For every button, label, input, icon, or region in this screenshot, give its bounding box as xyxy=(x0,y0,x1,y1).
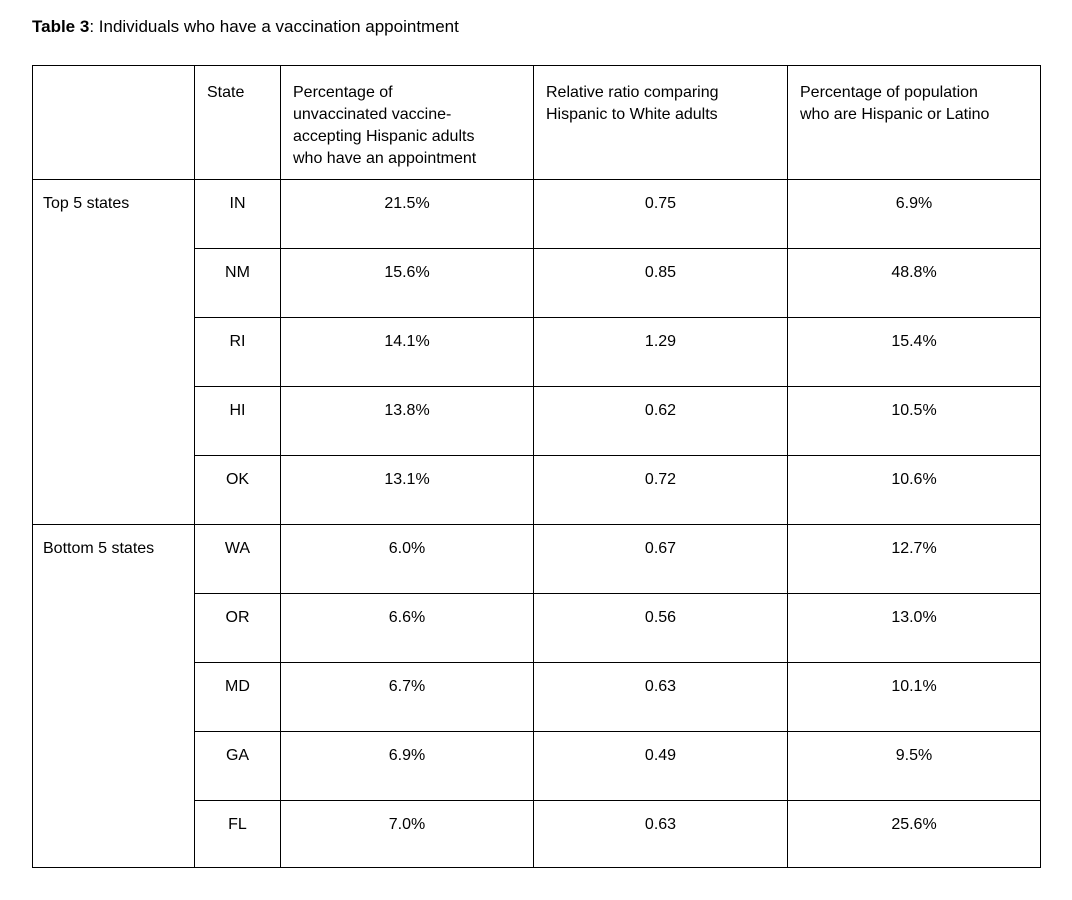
cell-state: MD xyxy=(194,662,281,732)
cell-pct-population: 6.9% xyxy=(787,179,1041,249)
cell-state: WA xyxy=(194,524,281,594)
cell-state: IN xyxy=(194,179,281,249)
table-caption-text: : Individuals who have a vaccination app… xyxy=(89,17,459,36)
cell-pct-appointment: 21.5% xyxy=(280,179,534,249)
cell-state: FL xyxy=(194,800,281,868)
cell-pct-population: 25.6% xyxy=(787,800,1041,868)
data-table: State Percentage of unvaccinated vaccine… xyxy=(32,65,1041,868)
cell-relative-ratio: 0.63 xyxy=(533,662,788,732)
column-header-group xyxy=(32,65,195,180)
table-row: NM 15.6% 0.85 48.8% xyxy=(33,248,1041,318)
cell-pct-population: 15.4% xyxy=(787,317,1041,387)
cell-relative-ratio: 0.72 xyxy=(533,455,788,525)
cell-pct-population: 12.7% xyxy=(787,524,1041,594)
table-row: MD 6.7% 0.63 10.1% xyxy=(33,662,1041,732)
column-header-state: State xyxy=(194,65,281,180)
cell-pct-appointment: 6.6% xyxy=(280,593,534,663)
cell-relative-ratio: 0.56 xyxy=(533,593,788,663)
cell-relative-ratio: 0.67 xyxy=(533,524,788,594)
cell-relative-ratio: 0.85 xyxy=(533,248,788,318)
table-caption-number: Table 3 xyxy=(32,17,90,36)
cell-relative-ratio: 0.49 xyxy=(533,731,788,801)
header-row: State Percentage of unvaccinated vaccine… xyxy=(32,65,1041,180)
column-header-relative-ratio: Relative ratio comparing Hispanic to Whi… xyxy=(533,65,788,180)
table-row: OR 6.6% 0.56 13.0% xyxy=(33,593,1041,663)
cell-pct-population: 9.5% xyxy=(787,731,1041,801)
cell-relative-ratio: 0.75 xyxy=(533,179,788,249)
table-row: RI 14.1% 1.29 15.4% xyxy=(33,317,1041,387)
column-header-pct-appointment: Percentage of unvaccinated vaccine- acce… xyxy=(280,65,534,180)
cell-state: NM xyxy=(194,248,281,318)
table-row: Bottom 5 states WA 6.0% 0.67 12.7% xyxy=(32,524,1041,868)
cell-pct-population: 10.5% xyxy=(787,386,1041,456)
cell-group-label-bottom: Bottom 5 states xyxy=(32,524,195,868)
cell-pct-appointment: 6.9% xyxy=(280,731,534,801)
cell-pct-population: 10.6% xyxy=(787,455,1041,525)
cell-pct-appointment: 13.1% xyxy=(280,455,534,525)
cell-pct-appointment: 15.6% xyxy=(280,248,534,318)
cell-group-label-top: Top 5 states xyxy=(32,179,195,525)
column-header-pct-population: Percentage of population who are Hispani… xyxy=(787,65,1041,180)
cell-state: OK xyxy=(194,455,281,525)
cell-state: HI xyxy=(194,386,281,456)
cell-state: GA xyxy=(194,731,281,801)
cell-pct-population: 48.8% xyxy=(787,248,1041,318)
cell-pct-appointment: 14.1% xyxy=(280,317,534,387)
cell-relative-ratio: 1.29 xyxy=(533,317,788,387)
table-caption: Table 3: Individuals who have a vaccinat… xyxy=(32,16,1072,38)
cell-pct-appointment: 13.8% xyxy=(280,386,534,456)
cell-pct-appointment: 6.7% xyxy=(280,662,534,732)
cell-relative-ratio: 0.63 xyxy=(533,800,788,868)
table-row: FL 7.0% 0.63 25.6% xyxy=(33,800,1041,868)
table-row: Top 5 states IN 21.5% 0.75 6.9% xyxy=(32,179,1041,525)
cell-state: OR xyxy=(194,593,281,663)
cell-pct-appointment: 7.0% xyxy=(280,800,534,868)
cell-pct-population: 13.0% xyxy=(787,593,1041,663)
cell-state: RI xyxy=(194,317,281,387)
cell-pct-population: 10.1% xyxy=(787,662,1041,732)
table-row: GA 6.9% 0.49 9.5% xyxy=(33,731,1041,801)
table-row: OK 13.1% 0.72 10.6% xyxy=(33,455,1041,525)
table-row: HI 13.8% 0.62 10.5% xyxy=(33,386,1041,456)
cell-relative-ratio: 0.62 xyxy=(533,386,788,456)
cell-pct-appointment: 6.0% xyxy=(280,524,534,594)
